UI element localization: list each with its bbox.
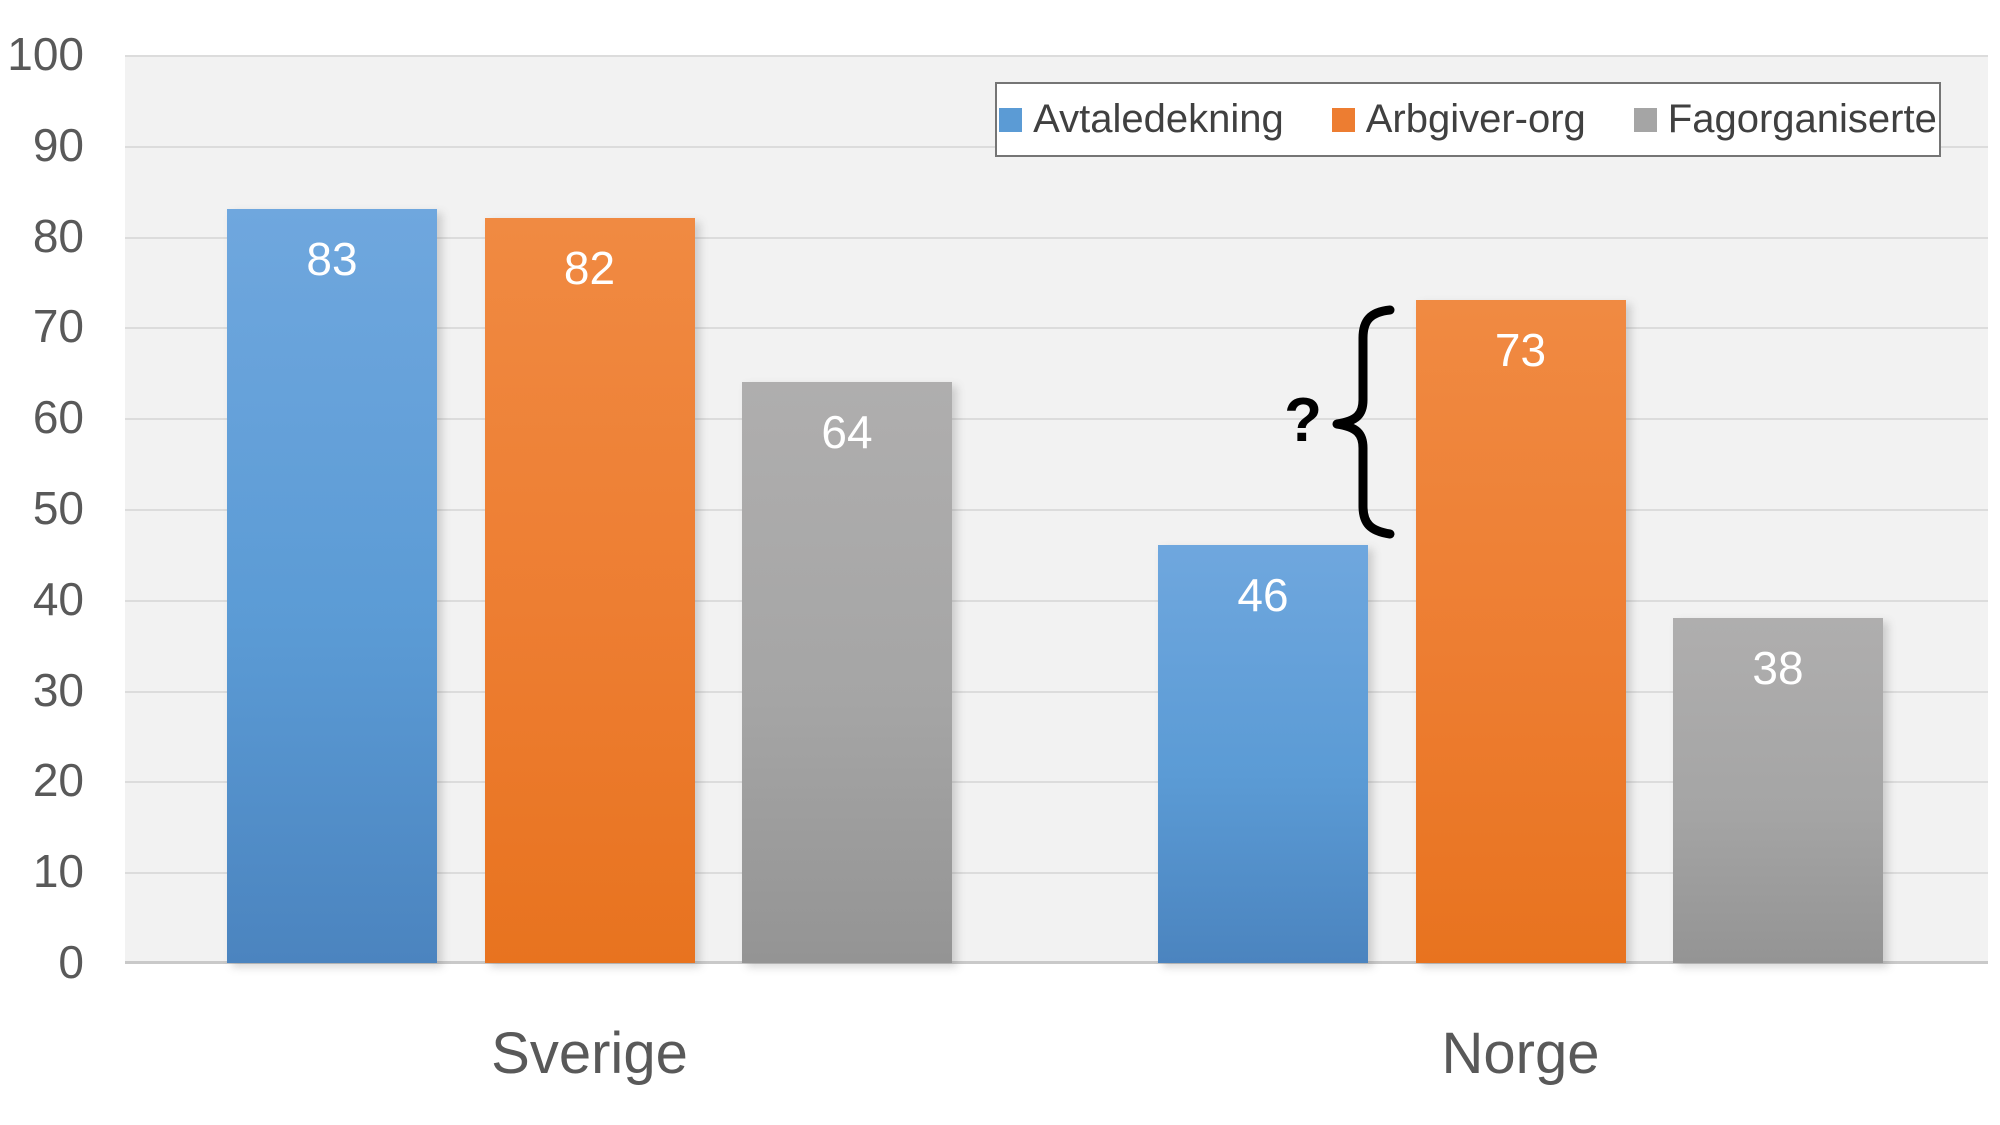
gridline: [125, 236, 1988, 239]
legend-item-label: Arbgiver-org: [1365, 97, 1586, 141]
gridline: [125, 418, 1988, 421]
category-label-sverige: Sverige: [491, 1021, 688, 1086]
y-axis-tick-label: 30: [32, 663, 84, 716]
legend-marker-icon: [1331, 107, 1355, 132]
y-axis-tick-label: 50: [32, 482, 84, 535]
gridline: [125, 781, 1988, 784]
y-axis-tick-label: 80: [32, 209, 84, 262]
legend-item-label: Fagorganiserte: [1667, 97, 1937, 141]
gridline: [125, 599, 1988, 602]
question-mark-annotation: ?: [1284, 386, 1322, 455]
category-label-norge: Norge: [1441, 1021, 1600, 1086]
bar-value-label: 83: [306, 233, 358, 286]
legend-item-avtaledekning: Avtaledekning: [999, 97, 1284, 142]
y-axis-tick-label: 100: [7, 28, 84, 81]
bar-value-label: 73: [1494, 324, 1547, 377]
gridline: [125, 55, 1988, 57]
bar-value-label: 64: [821, 405, 873, 458]
bar-sverige-arbgiver-org: 82: [484, 218, 695, 963]
y-axis-tick-label: 40: [32, 572, 84, 625]
legend: Avtaledekning Arbgiver-org Fagorganiserte: [995, 82, 1941, 157]
y-axis-tick-label: 0: [58, 936, 84, 989]
legend-marker-icon: [1633, 107, 1657, 132]
bar-value-label: 46: [1237, 569, 1289, 622]
bar-norge-avtaledekning: 46: [1158, 545, 1368, 963]
bar-norge-fagorganiserte: 38: [1673, 617, 1883, 963]
y-axis-tick-label: 60: [32, 391, 84, 444]
legend-item-fagorganiserte: Fagorganiserte: [1633, 97, 1937, 142]
x-axis-line: [125, 961, 1988, 964]
bar-norge-arbgiver-org: 73: [1415, 300, 1626, 963]
gridline: [125, 509, 1988, 511]
gridline: [125, 872, 1988, 875]
y-axis-tick-label: 70: [32, 300, 84, 353]
y-axis: 100 90 80 70 60 50 40 30 20 10 0: [0, 0, 88, 1125]
y-axis-tick-label: 90: [32, 118, 84, 171]
legend-marker-icon: [999, 107, 1023, 132]
y-axis-tick-label: 20: [32, 754, 84, 807]
bar-sverige-fagorganiserte: 64: [742, 381, 952, 963]
plot-area: 83 82 64 46 73 38: [125, 55, 1988, 964]
legend-item-arbgiver-org: Arbgiver-org: [1331, 97, 1586, 142]
bar-value-label: 38: [1752, 641, 1804, 694]
gridline: [125, 327, 1988, 330]
gridline: [125, 690, 1988, 693]
bar-sverige-avtaledekning: 83: [227, 209, 437, 963]
legend-item-label: Avtaledekning: [1033, 97, 1284, 141]
y-axis-tick-label: 10: [32, 845, 84, 898]
bar-value-label: 82: [563, 242, 616, 295]
